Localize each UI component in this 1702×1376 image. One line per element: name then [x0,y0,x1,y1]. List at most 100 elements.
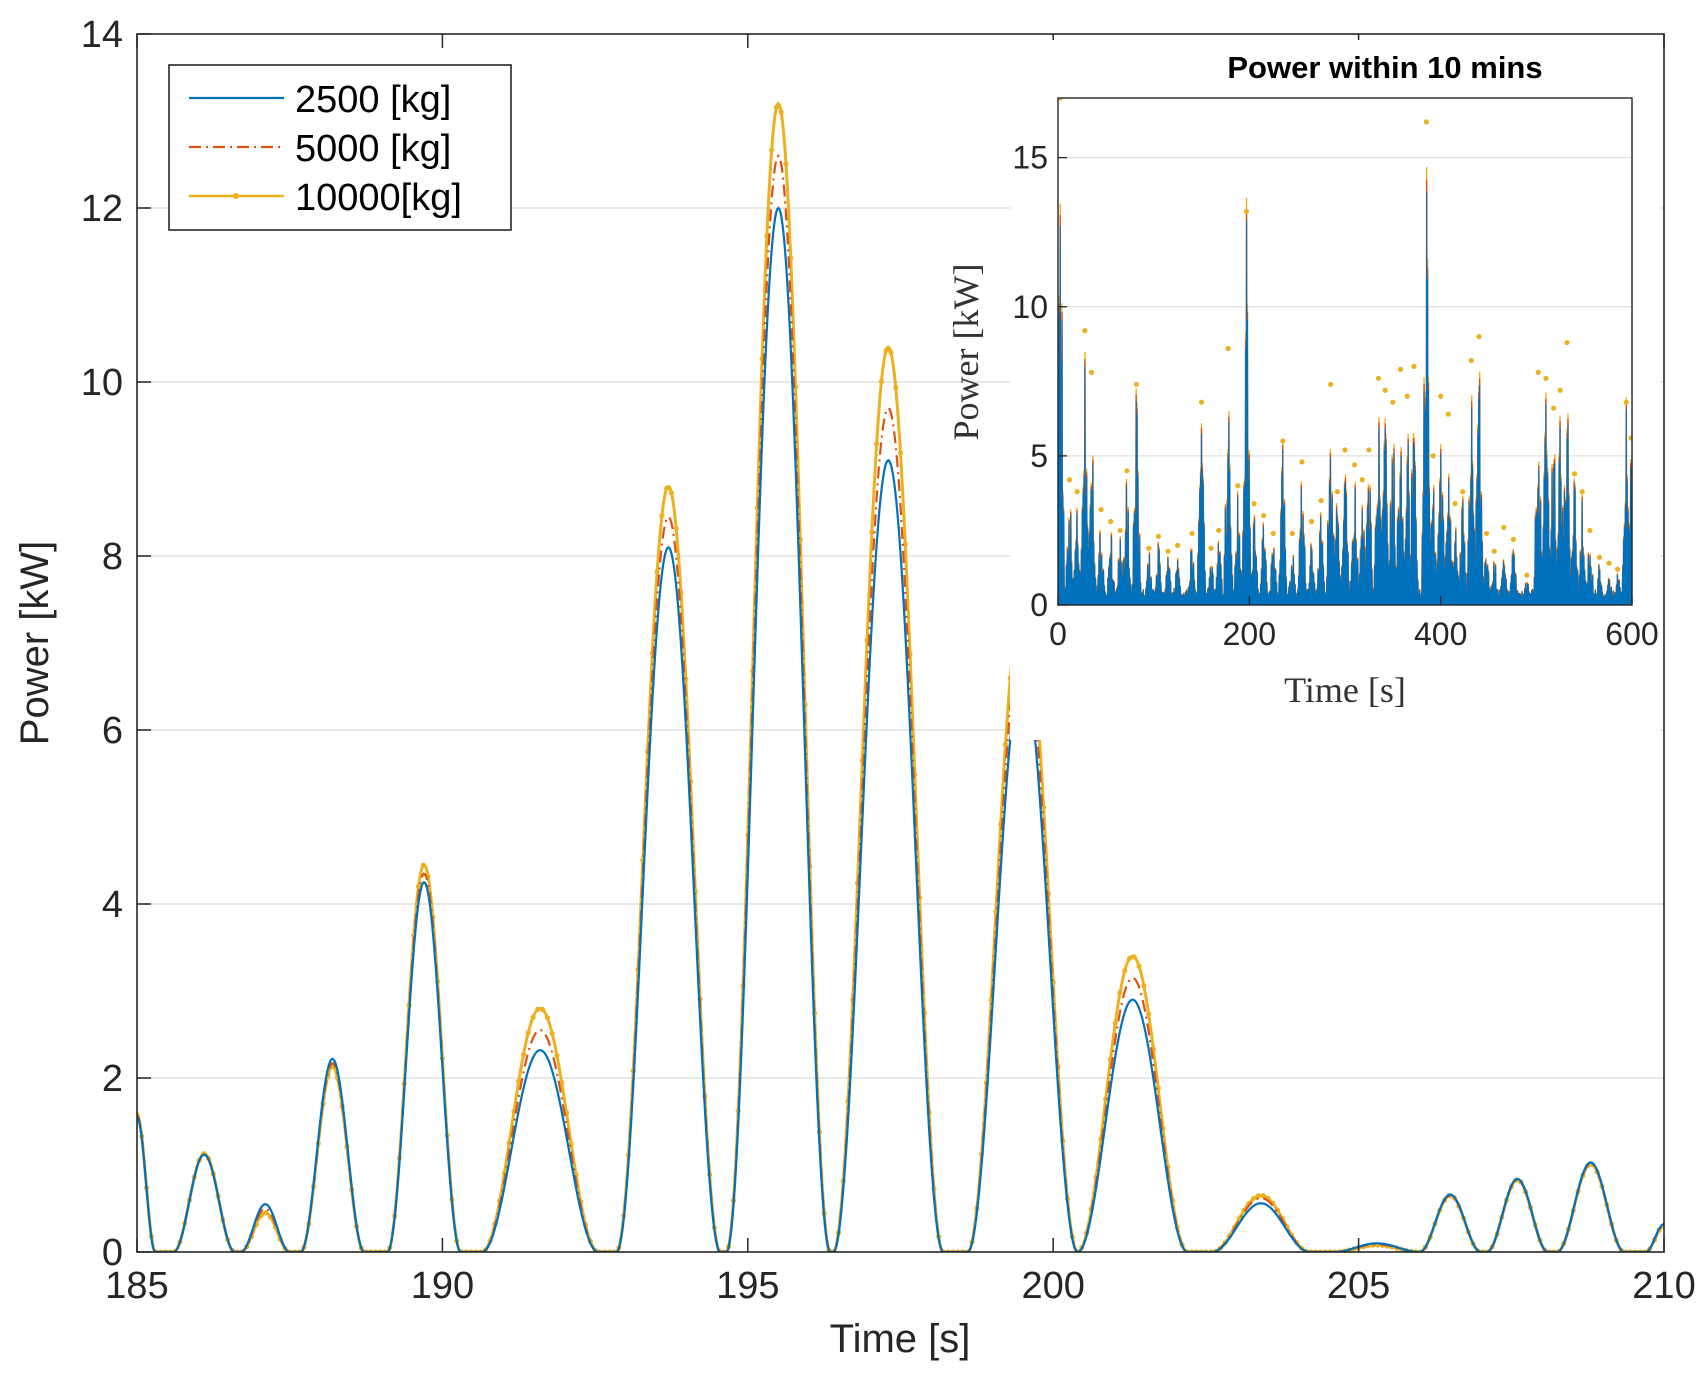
main-series-marker [1136,963,1142,969]
main-x-tick-label: 205 [1327,1265,1390,1307]
inset-peak-marker [1155,533,1162,540]
inset-peak-marker [1501,524,1507,531]
main-x-axis-label: Time [s] [830,1317,971,1361]
main-series-marker [1117,990,1123,996]
main-series-marker [1141,983,1147,989]
main-series-marker [888,349,894,356]
inset-peak-marker [1628,435,1632,441]
main-series-marker [664,485,670,492]
legend-label-2500: 2500 [kg] [295,79,451,121]
inset-peak-marker [1280,438,1286,444]
main-y-tick-label: 6 [102,710,123,752]
inset-y-tick-label: 10 [1012,289,1048,325]
inset-peak-marker [1334,489,1340,495]
inset-peak-marker [1189,530,1195,537]
inset-peak-marker [1359,477,1365,483]
inset-x-axis-label: Time [s] [1284,670,1406,710]
inset-peak-marker [1445,411,1451,417]
inset-peak-marker [1587,527,1593,534]
inset-peak-marker [1572,471,1578,477]
legend-marker-10000 [233,193,239,199]
inset-peak-marker [1382,387,1388,393]
main-series-marker [874,441,880,447]
inset-axes-box [1057,97,1633,606]
inset-series-line [1058,192,1632,605]
main-y-tick-label: 4 [102,884,123,926]
inset-peak-marker [1411,363,1417,370]
inset-peak-marker [1564,339,1570,346]
legend-box [168,64,512,231]
inset-peak-marker [1404,393,1410,399]
main-axes-box [136,33,1665,1253]
inset-peak-marker [1165,548,1171,554]
main-series-marker [535,1006,541,1012]
inset-peak-marker [1468,357,1474,364]
legend: 2500 [kg] 5000 [kg] 10000[kg] [168,64,512,231]
inset-peak-marker [1289,530,1295,537]
inset-peak-marker [1524,572,1530,578]
inset-peak-marker [1243,208,1250,214]
inset-peak-marker [1543,375,1549,381]
inset-peak-marker [1483,530,1490,537]
inset-y-tick-label: 0 [1030,587,1048,623]
legend-label-5000: 5000 [kg] [295,128,451,170]
main-series-marker [654,569,660,575]
main-series-marker [1251,1195,1257,1202]
inset-peak-marker [1557,387,1563,393]
main-y-tick-label: 10 [81,362,123,404]
main-series-marker [878,379,885,385]
inset-peak-marker [1082,328,1088,334]
main-y-tick-label: 8 [102,536,123,578]
main-series-marker [897,450,904,456]
main-series-marker [525,1029,531,1036]
main-series-marker [540,1006,546,1013]
inset-peak-marker [1390,399,1396,405]
main-y-tick-label: 0 [102,1232,123,1274]
inset-peak-marker [1124,468,1130,474]
inset-peak-marker [1146,545,1152,551]
main-y-ticks: 0 2 4 6 8 10 12 14 [81,14,151,1274]
inset-peak-marker [1579,489,1585,495]
inset-peak-marker [1133,381,1140,387]
main-series-marker [520,1051,527,1057]
inset-peak-marker [1596,554,1603,560]
main-y-tick-label: 14 [81,14,123,56]
inset-peak-marker [1476,333,1482,340]
main-x-tick-label: 195 [716,1265,779,1307]
main-series-marker [1260,1193,1266,1199]
inset-peak-marker [1491,548,1497,554]
inset-peak-marker [1108,518,1114,525]
main-series-group [137,101,1664,1252]
main-series-marker [783,161,789,167]
inset-peak-marker [1074,489,1080,495]
inset-peak-marker [1251,501,1257,507]
inset-peak-marker [1299,459,1305,465]
legend-label-10000: 10000[kg] [295,177,462,219]
main-series-marker [869,529,875,535]
inset-gridlines [1058,156,1632,457]
inset-y-tick-label: 15 [1012,140,1048,176]
inset-peak-marker [1423,119,1429,125]
main-series-marker [554,1052,560,1058]
main-series-marker [673,525,679,532]
inset-peak-marker [1216,527,1222,534]
inset-peak-marker [1351,462,1358,468]
inset-x-tick-label: 400 [1414,616,1467,652]
inset-peak-marker [1088,369,1095,375]
inset-peak-marker [1318,498,1324,504]
main-series-marker [1131,954,1137,960]
inset-peak-marker [1198,399,1205,405]
main-series-marker [530,1014,536,1020]
main-x-tick-label: 185 [105,1265,168,1307]
main-y-tick-label: 2 [102,1058,123,1100]
inset-peak-marker [1366,447,1372,453]
inset-y-ticks: 0 5 10 15 [1012,140,1067,623]
inset-peak-marker [1623,399,1629,405]
inset-x-tick-label: 200 [1223,616,1276,652]
main-series-marker [1255,1193,1261,1199]
inset-peak-marker [1208,545,1214,551]
inset-x-ticks: 0 200 400 600 [1049,596,1659,652]
inset-series-group [1058,98,1632,605]
main-x-tick-label: 200 [1021,1265,1084,1307]
